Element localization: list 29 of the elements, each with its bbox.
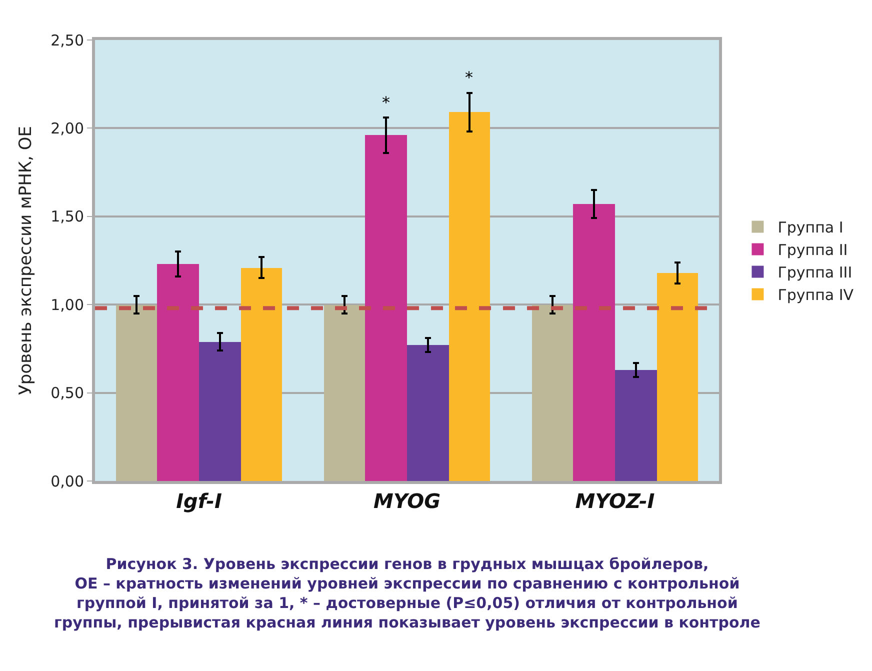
legend-label: Группа II xyxy=(778,241,848,260)
bar xyxy=(532,305,573,481)
bar xyxy=(157,264,199,481)
bar xyxy=(116,305,157,481)
legend-label: Группа I xyxy=(778,218,844,237)
bar xyxy=(449,112,490,481)
x-tick-label: MYOZ-I xyxy=(575,489,656,513)
bar xyxy=(199,342,241,481)
y-tick-label: 0,00 xyxy=(50,472,84,490)
legend-label: Группа IV xyxy=(778,286,854,304)
y-tick-label: 2,00 xyxy=(50,119,84,138)
y-axis-title: Уровень экспрессии мРНК, ОЕ xyxy=(16,126,36,395)
bar xyxy=(573,204,615,481)
bar xyxy=(615,370,657,481)
bar xyxy=(365,135,407,481)
y-tick-label: 0,50 xyxy=(50,384,84,402)
bar xyxy=(407,345,449,481)
y-tick-label: 1,00 xyxy=(50,296,84,314)
data-label: * xyxy=(382,93,390,112)
bar xyxy=(241,268,282,481)
bar xyxy=(657,273,698,481)
y-tick-label: 2,50 xyxy=(50,31,84,50)
x-tick-label: MYOG xyxy=(373,489,441,513)
legend-label: Группа III xyxy=(778,264,852,282)
x-tick-label: Igf-I xyxy=(176,489,222,513)
text: Рисунок 3. Уровень экспрессии генов в грудных мышцах бройлеров, ОЕ – кратность изменений уровней экспрессии по сравнению с контрольной группой I, принятой за 1, * – достоверные (P≤0,05) отличия от контрольной группы, прерывистая красная линия показывает уровень экспрессии в контроле xyxy=(54,555,760,632)
y-tick-label: 1,50 xyxy=(50,208,84,226)
data-label: * xyxy=(465,68,473,87)
bar xyxy=(324,305,365,481)
